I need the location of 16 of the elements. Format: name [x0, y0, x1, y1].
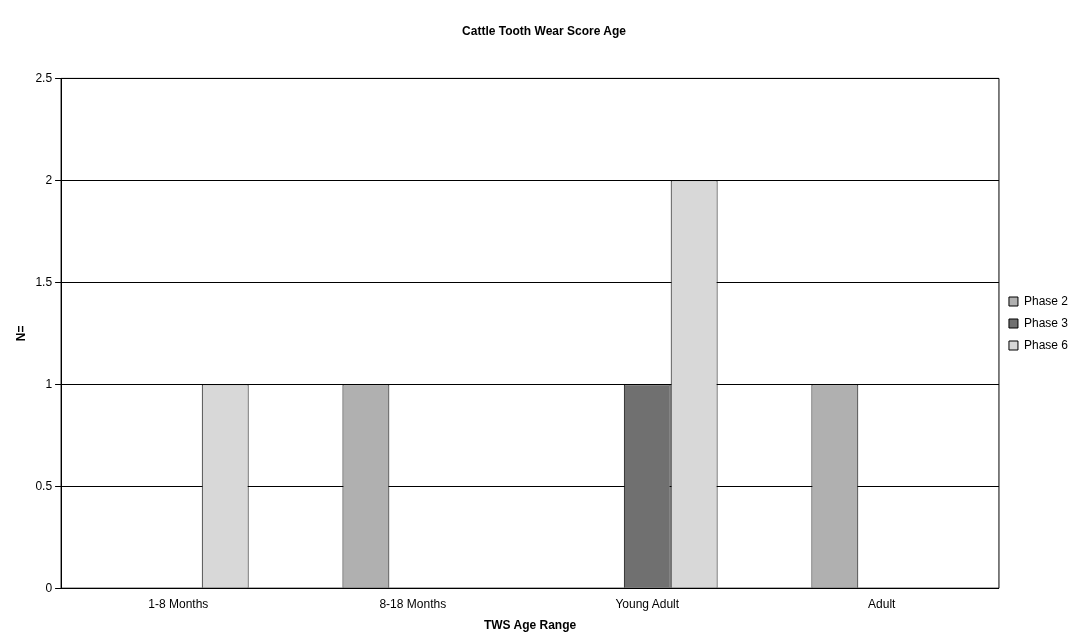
x-tick-label: Young Adult — [615, 596, 680, 611]
x-tick-label: 8-18 Months — [379, 596, 447, 611]
y-tick-label: 1 — [45, 376, 53, 391]
legend-label: Phase 6 — [1023, 337, 1069, 352]
y-tick-label: 1.5 — [35, 274, 53, 289]
y-tick-label: 0 — [45, 580, 53, 595]
x-axis-title: TWS Age Range — [483, 618, 577, 633]
legend-label: Phase 3 — [1023, 315, 1069, 330]
x-tick-label: 1-8 Months — [148, 596, 209, 611]
x-tick-label: Adult — [868, 596, 897, 611]
y-tick-label: 0.5 — [35, 478, 53, 493]
legend-label: Phase 2 — [1023, 293, 1069, 308]
y-tick-label: 2 — [45, 172, 53, 187]
y-tick-label: 2.5 — [35, 70, 53, 85]
chart-title: Cattle Tooth Wear Score Age — [462, 23, 627, 38]
y-axis-title: N= — [13, 325, 28, 342]
